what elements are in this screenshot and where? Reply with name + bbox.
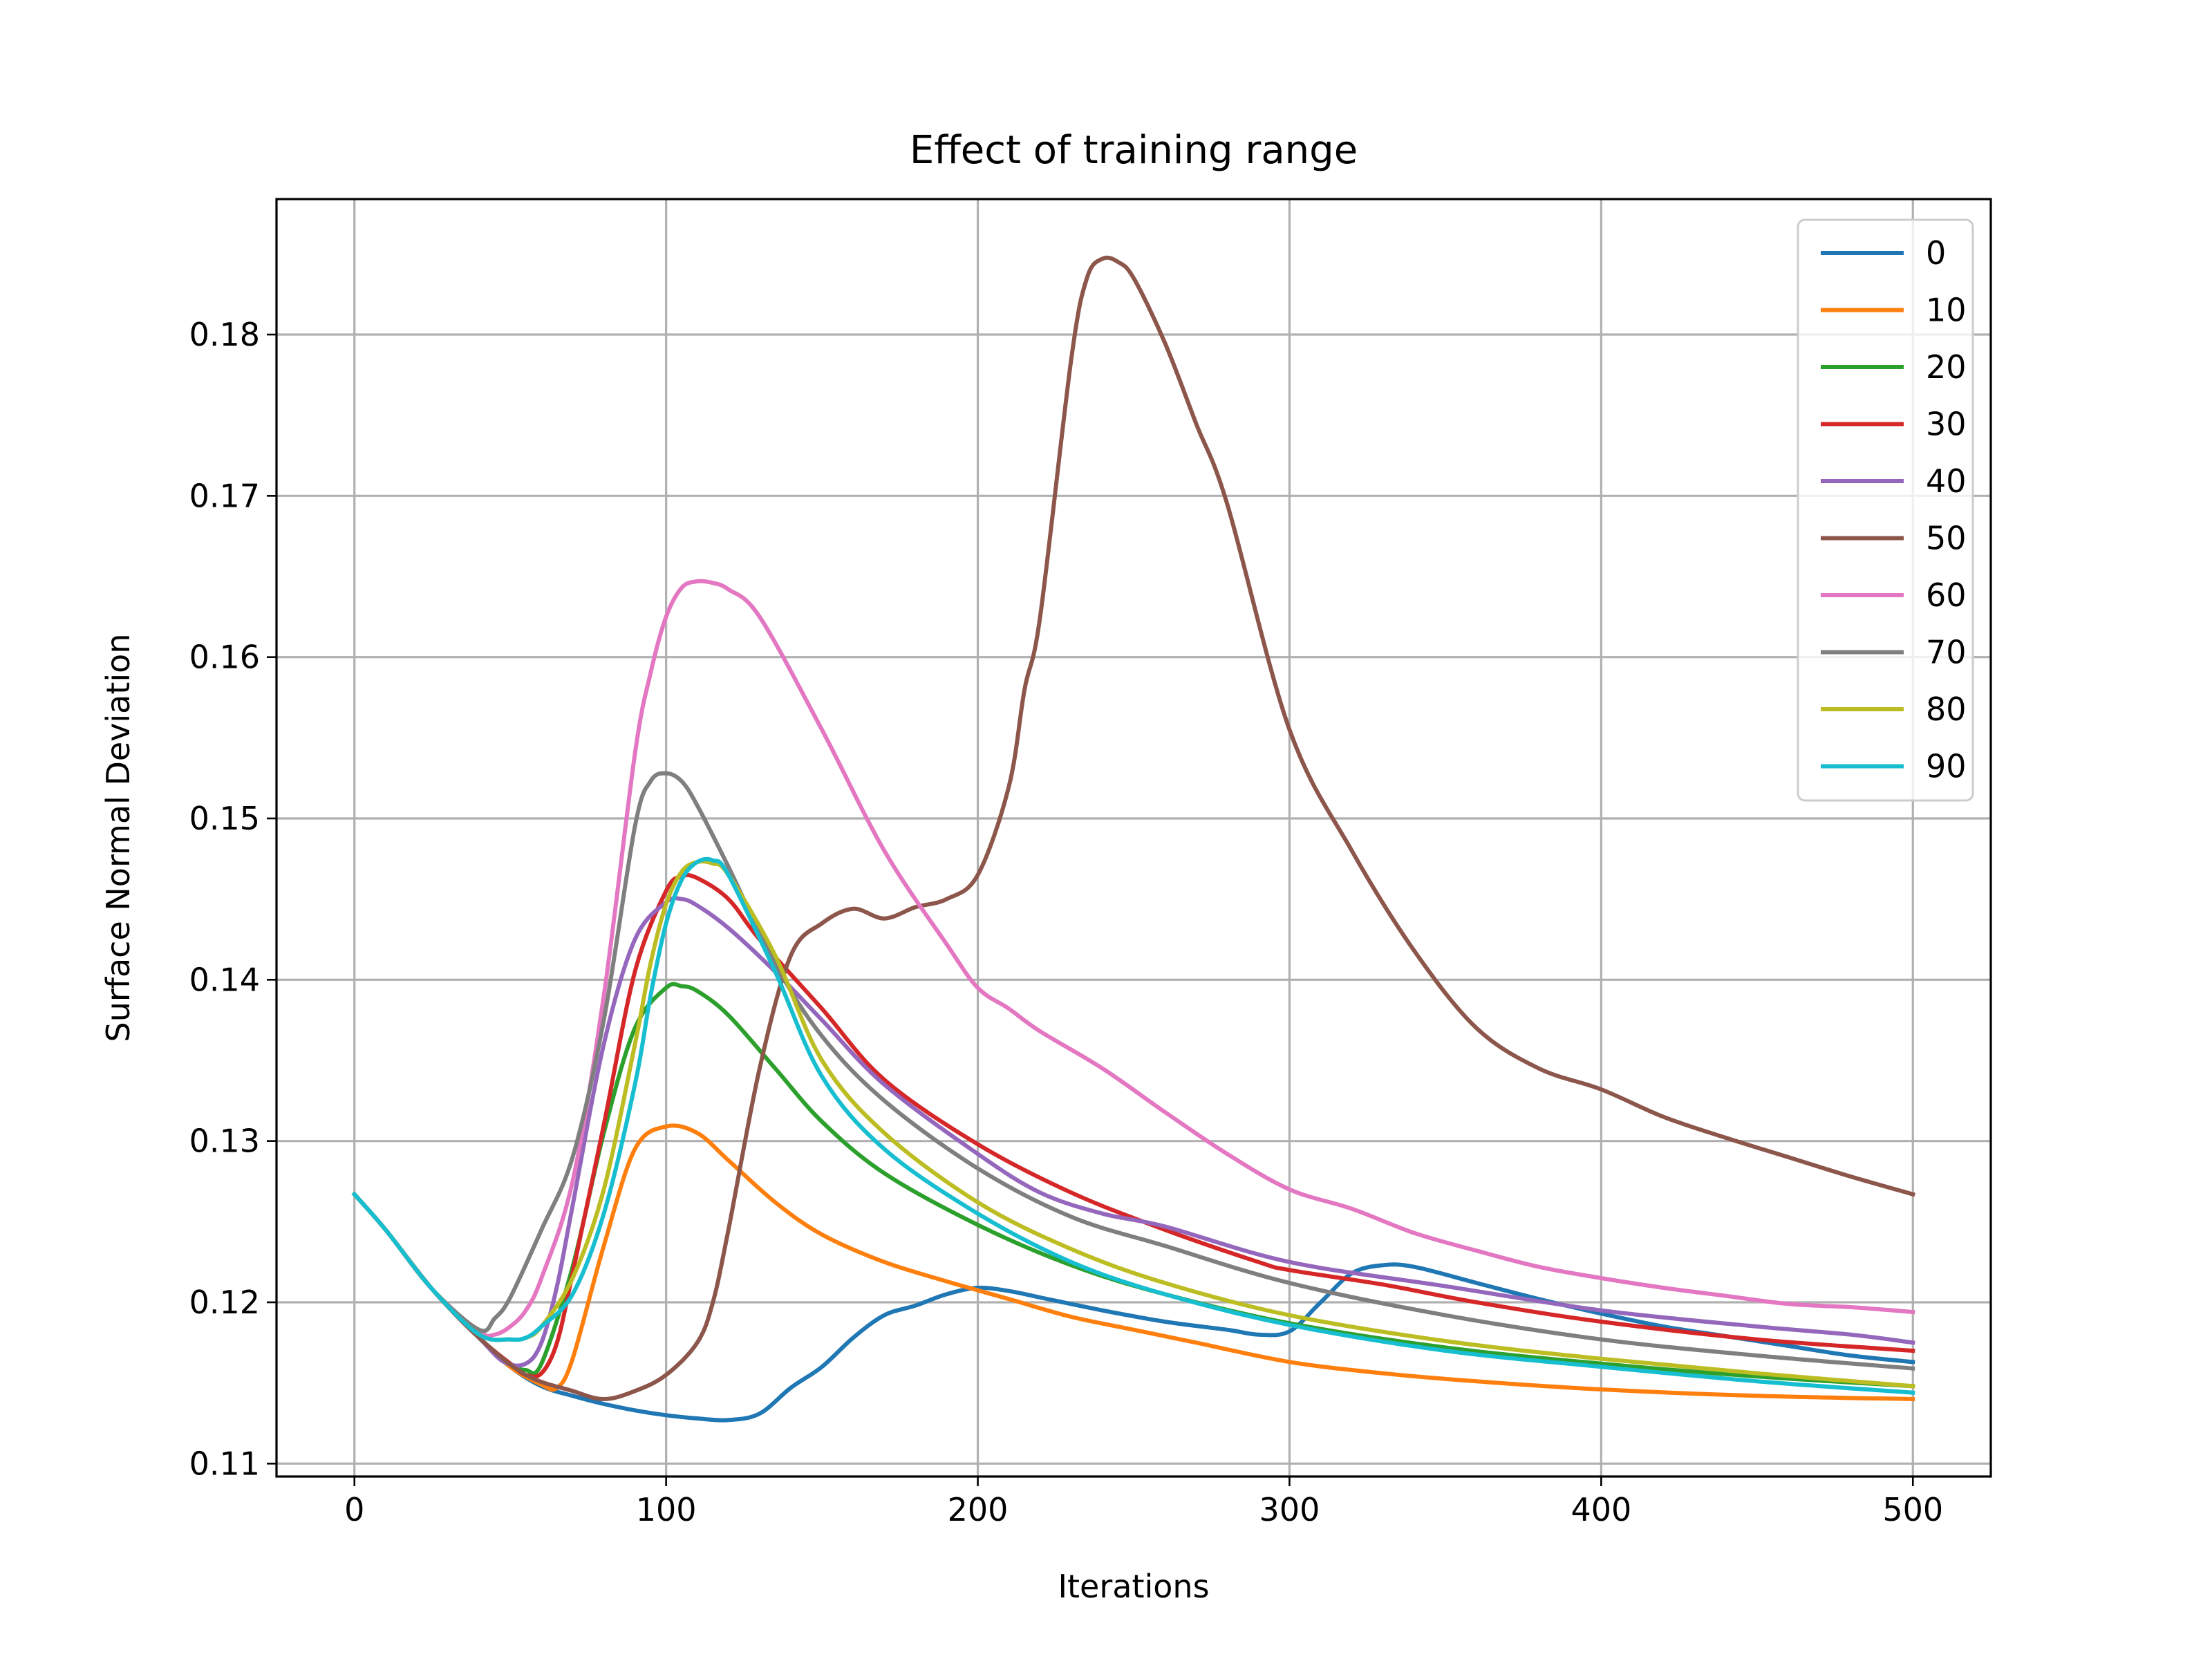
chart-title: Effect of training range [910,128,1358,173]
axes-frame [275,198,1992,1478]
y-tick-label: 0.17 [189,477,260,514]
x-axis: 0 100 200 300 400 500 [344,1477,1943,1528]
y-tick-label: 0.18 [189,316,260,353]
legend-label: 80 [1926,691,1967,728]
y-tick-label: 0.14 [189,961,260,998]
legend-label: 20 [1926,348,1967,386]
y-tick-label: 0.11 [189,1445,260,1482]
legend-label: 0 [1926,234,1946,272]
y-axis: 0.11 0.12 0.13 0.14 0.15 0.16 0.17 0.18 [189,316,276,1482]
y-tick-label: 0.15 [189,800,260,837]
legend: 0 10 20 30 40 50 60 70 80 90 [1797,218,1974,802]
legend-label: 70 [1926,634,1967,671]
x-tick-label: 0 [344,1491,364,1528]
series-line-10 [351,1123,1915,1402]
y-axis-label: Surface Normal Deviation [100,634,137,1042]
x-tick-label: 500 [1882,1491,1943,1528]
y-tick-label: 0.12 [189,1284,260,1321]
legend-label: 50 [1926,520,1967,557]
series-line-90 [351,856,1915,1395]
x-tick-label: 300 [1259,1491,1320,1528]
series-line-60 [351,579,1915,1338]
series-line-50 [351,255,1916,1401]
x-tick-label: 200 [948,1491,1009,1528]
legend-label: 10 [1926,292,1967,329]
x-tick-label: 100 [636,1491,697,1528]
legend-label: 60 [1926,577,1967,614]
series-line-20 [351,982,1915,1389]
y-tick-label: 0.16 [189,639,260,676]
y-tick-label: 0.13 [189,1123,260,1160]
x-axis-label: Iterations [1058,1568,1209,1605]
series-lines [351,255,1916,1423]
series-line-70 [351,771,1915,1371]
legend-label: 40 [1926,462,1967,500]
legend-label: 30 [1926,406,1967,443]
legend-label: 90 [1926,748,1967,785]
x-tick-label: 400 [1571,1491,1631,1528]
